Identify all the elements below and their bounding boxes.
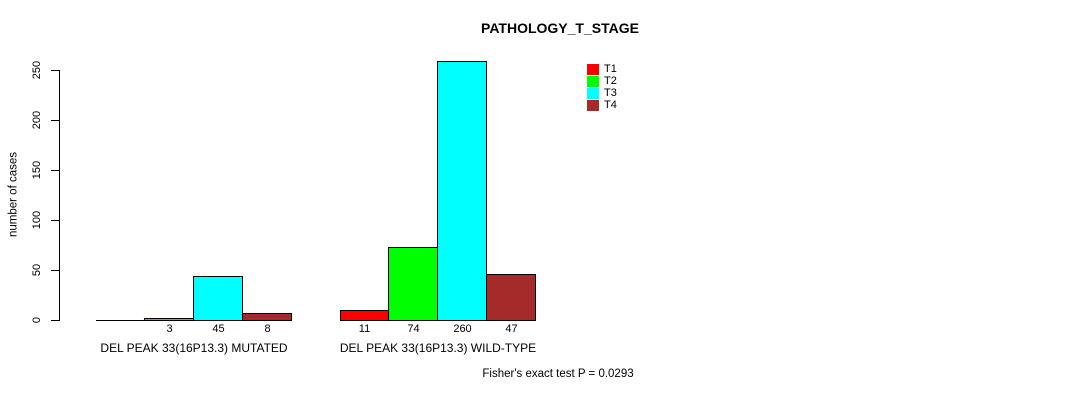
legend-label: T4 xyxy=(604,99,617,111)
y-tick-mark xyxy=(51,220,59,221)
legend-swatch-t4 xyxy=(587,99,599,111)
legend-item-t1: T1 xyxy=(587,63,617,75)
legend-swatch-t3 xyxy=(587,87,599,99)
y-tick-mark xyxy=(51,120,59,121)
y-tick-label: 150 xyxy=(31,160,43,180)
y-tick-mark xyxy=(51,320,59,321)
bar-count-label: 8 xyxy=(264,323,271,335)
legend-label: T3 xyxy=(604,87,617,99)
y-tick-label: 200 xyxy=(31,110,43,130)
legend-item-t4: T4 xyxy=(587,99,617,111)
bar-t1-group1-zero xyxy=(96,320,145,321)
fisher-test-annotation: Fisher's exact test P = 0.0293 xyxy=(482,368,634,380)
bar-t4-group1 xyxy=(242,313,292,321)
legend-label: T2 xyxy=(604,75,617,87)
bar-count-label: 260 xyxy=(453,323,472,335)
legend-item-t3: T3 xyxy=(587,87,617,99)
y-tick-mark xyxy=(51,270,59,271)
y-axis-label: number of cases xyxy=(7,152,20,238)
y-tick-label: 250 xyxy=(31,60,43,80)
legend-label: T1 xyxy=(604,63,617,75)
y-tick-label: 0 xyxy=(31,316,43,324)
legend-swatch-t1 xyxy=(587,63,599,75)
bar-t3-group2 xyxy=(437,61,487,321)
bar-count-label: 47 xyxy=(505,323,518,335)
y-tick-label: 50 xyxy=(31,263,43,277)
bar-count-label: 74 xyxy=(407,323,420,335)
legend-swatch-t2 xyxy=(587,75,599,87)
legend: T1 T2 T3 T4 xyxy=(587,63,617,111)
y-tick-mark xyxy=(51,70,59,71)
legend-item-t2: T2 xyxy=(587,75,617,87)
bar-t2-group2 xyxy=(388,247,438,321)
chart-title: PATHOLOGY_T_STAGE xyxy=(481,20,639,36)
bar-t2-group1 xyxy=(144,318,194,321)
category-label: DEL PEAK 33(16P13.3) MUTATED xyxy=(100,341,288,355)
bar-count-label: 45 xyxy=(212,323,225,335)
bar-count-label: 11 xyxy=(358,323,371,335)
bar-t4-group2 xyxy=(486,274,536,321)
bar-t3-group1 xyxy=(193,276,243,321)
y-tick-mark xyxy=(51,170,59,171)
bar-t1-group2 xyxy=(340,310,389,321)
category-label: DEL PEAK 33(16P13.3) WILD-TYPE xyxy=(339,341,537,355)
y-tick-label: 100 xyxy=(31,210,43,230)
bar-count-label: 3 xyxy=(166,323,173,335)
y-axis-line xyxy=(59,70,60,321)
